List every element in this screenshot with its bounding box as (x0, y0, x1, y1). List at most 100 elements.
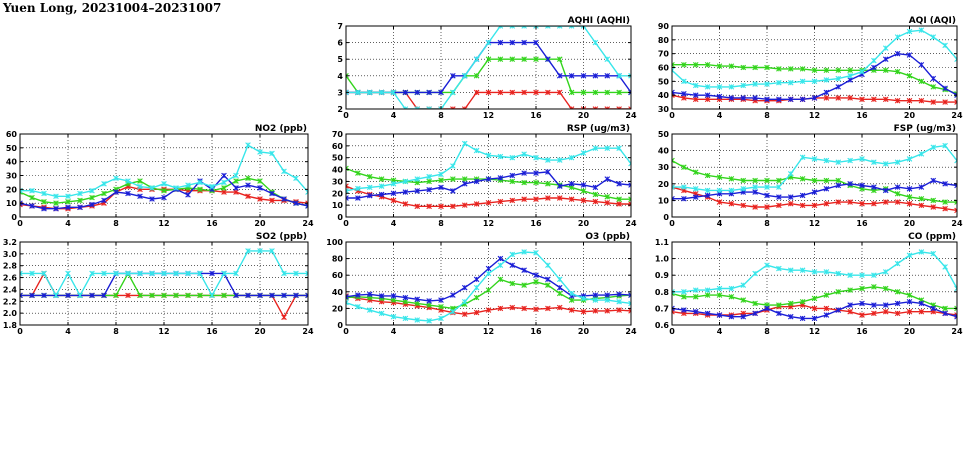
data-point (681, 195, 687, 202)
data-point (752, 204, 758, 210)
data-point (402, 298, 409, 305)
y-tick-label: 60 (332, 271, 344, 280)
data-point (942, 42, 948, 49)
data-point (847, 302, 853, 308)
data-point (485, 265, 492, 272)
data-point (692, 293, 699, 300)
data-point (521, 39, 527, 46)
data-point (716, 285, 723, 292)
data-point (954, 99, 957, 105)
data-point (414, 296, 421, 303)
data-point (414, 89, 421, 96)
y-tick-label: 0 (337, 321, 343, 330)
data-point (65, 204, 71, 211)
series-cyan (346, 140, 631, 194)
data-point (533, 170, 539, 176)
data-point (305, 189, 308, 195)
chart-panel-1: 0 4 8 12 16 20 24 30 40 50 60 70 80 90 AQI (AQI) (658, 16, 963, 120)
data-point (604, 308, 611, 314)
data-point (533, 56, 539, 62)
data-point (776, 310, 782, 317)
data-point (473, 284, 480, 291)
data-point (101, 292, 107, 299)
data-point (799, 78, 806, 85)
y-tick-label: 7 (337, 22, 343, 31)
data-point (233, 270, 239, 277)
data-point (149, 270, 155, 277)
data-point (811, 78, 818, 85)
data-point (533, 39, 539, 46)
data-point (173, 185, 179, 191)
data-point (604, 199, 611, 206)
data-point (402, 189, 409, 195)
data-point (161, 181, 167, 187)
data-point (29, 292, 35, 299)
data-point (461, 311, 468, 317)
data-point (149, 196, 155, 202)
data-point (580, 150, 587, 156)
chart-panel-2: 0 4 8 12 16 20 24 0 10 20 30 40 50 60 NO2 (ppb) (6, 124, 314, 228)
x-tick-label: 0 (17, 219, 23, 228)
data-point (787, 300, 794, 307)
data-point (740, 313, 747, 320)
data-point (450, 89, 456, 96)
data-point (545, 89, 551, 96)
data-point (716, 93, 723, 100)
y-tick-label: 40 (6, 158, 18, 167)
data-point (799, 202, 806, 209)
series-red (346, 183, 631, 210)
data-point (65, 198, 71, 205)
data-point (882, 96, 889, 103)
data-point (426, 173, 432, 180)
data-point (450, 73, 456, 79)
data-point (616, 291, 622, 298)
data-point (787, 96, 794, 103)
data-point (787, 313, 794, 320)
data-point (628, 106, 631, 109)
x-tick-label: 16 (530, 111, 542, 120)
data-point (906, 292, 913, 298)
data-point (281, 196, 287, 202)
data-point (556, 89, 563, 96)
data-point (473, 201, 480, 207)
data-point (89, 194, 95, 201)
data-point (604, 106, 611, 109)
series-cyan (672, 27, 957, 90)
data-point (257, 196, 263, 202)
data-point (346, 188, 349, 194)
data-point (764, 305, 770, 312)
data-point (930, 144, 937, 151)
data-point (930, 34, 937, 40)
data-point (305, 203, 308, 209)
data-point (366, 192, 373, 199)
x-tick-label: 12 (809, 327, 820, 336)
data-point (65, 270, 71, 277)
data-point (355, 170, 361, 176)
data-point (704, 92, 711, 98)
data-point (185, 270, 191, 277)
data-point (628, 89, 631, 96)
data-point (305, 292, 308, 299)
x-tick-label: 12 (158, 219, 169, 228)
data-point (414, 188, 421, 194)
data-point (954, 92, 957, 98)
data-point (728, 200, 735, 207)
y-tick-label: 70 (658, 50, 670, 59)
x-tick-label: 4 (391, 219, 397, 228)
x-tick-label: 24 (951, 111, 963, 120)
data-point (835, 199, 842, 205)
data-point (485, 152, 492, 159)
data-point (681, 164, 687, 170)
data-point (692, 92, 699, 98)
y-tick-label: 0.9 (655, 271, 670, 280)
data-point (438, 177, 444, 184)
series-blue (346, 169, 631, 201)
data-point (752, 95, 758, 101)
data-point (672, 89, 675, 96)
data-point (461, 176, 468, 182)
data-point (954, 285, 957, 292)
data-point (906, 73, 913, 79)
data-point (556, 284, 563, 291)
data-point (101, 197, 107, 204)
data-point (894, 97, 901, 104)
